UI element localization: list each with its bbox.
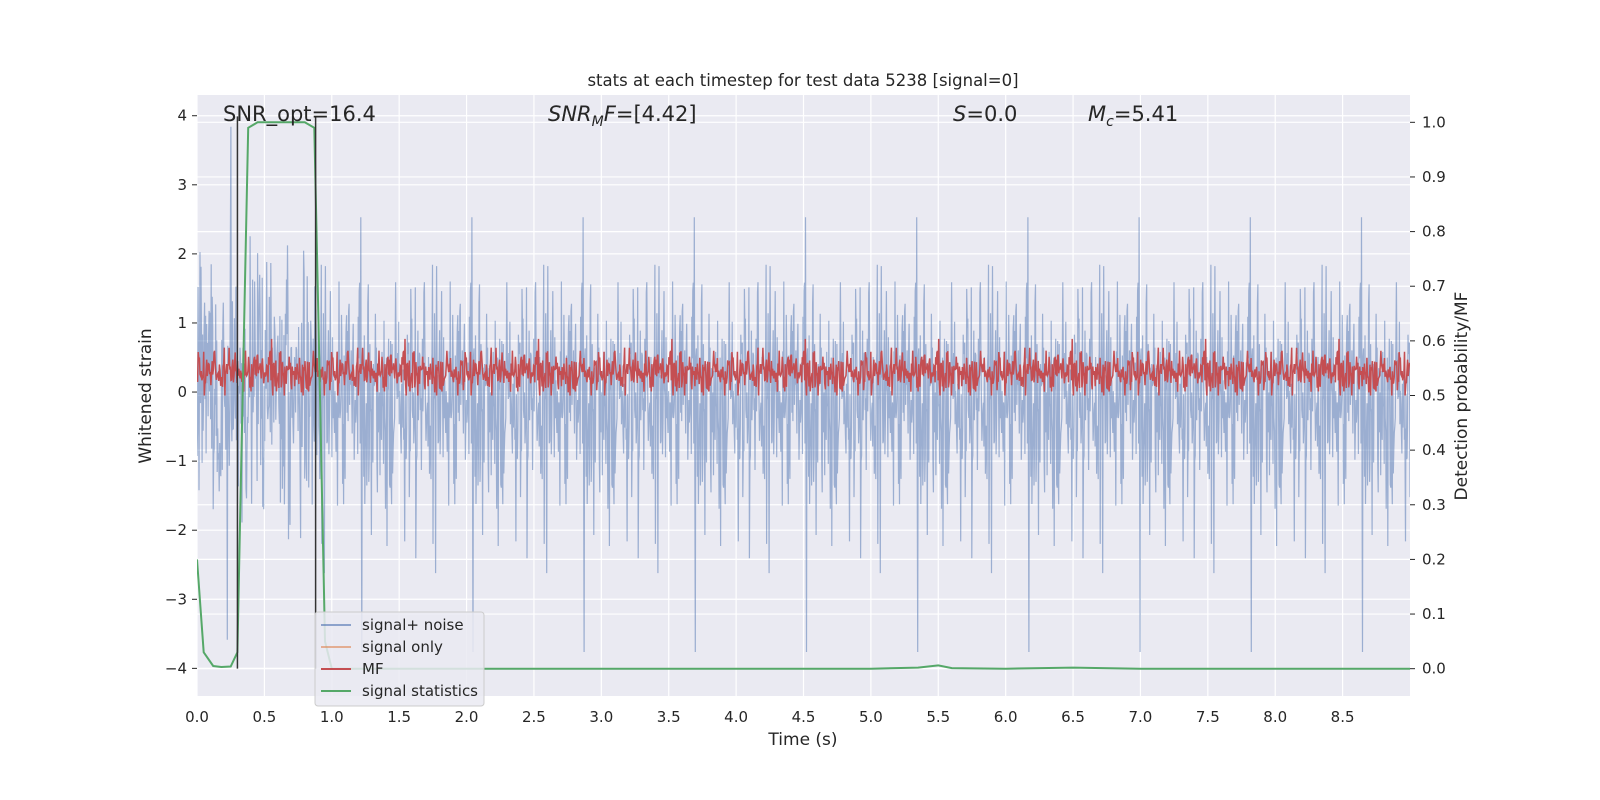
y-tick-label: −3: [165, 590, 187, 608]
annotation-s-value: 0.0: [984, 102, 1017, 126]
y2-tick-label: 0.0: [1422, 660, 1446, 678]
y2-axis-title: Detection probability/MF: [1452, 292, 1472, 501]
x-tick-label: 5.0: [859, 708, 883, 726]
y2-tick-label: 0.3: [1422, 496, 1446, 514]
y2-tick-label: 0.4: [1422, 441, 1446, 459]
y2-tick-label: 0.2: [1422, 550, 1446, 568]
y-tick-label: −1: [165, 452, 187, 470]
legend: signal+ noise signal only MF signal stat…: [314, 611, 485, 707]
annotation-snr-mf: SNRMF=[4.42]: [548, 102, 697, 130]
y-tick-label: 3: [177, 176, 187, 194]
y2-tick-label: 0.6: [1422, 332, 1446, 350]
legend-label-signal-statistics: signal statistics: [362, 682, 478, 700]
axes: 0.0 0.5 1.0 1.5 2.0 2.5 3.0 3.5 4.0 4.5 5.0 5.5 6.0 6…: [165, 107, 1446, 726]
y2-tick-label: 1.0: [1422, 113, 1446, 131]
y-tick-label: 4: [177, 107, 187, 125]
x-tick-label: 4.5: [792, 708, 816, 726]
y-tick-label: 0: [177, 383, 187, 401]
y-axis-title: Whitened strain: [136, 328, 156, 463]
y-tick-label: −4: [165, 659, 187, 677]
y2-tick-label: 0.5: [1422, 387, 1446, 405]
annotation-snr-mf-value: [4.42]: [633, 102, 696, 126]
annotation-snr-opt: SNR_opt=16.4: [223, 102, 376, 127]
y-tick-label: 1: [177, 314, 187, 332]
x-tick-label: 3.0: [589, 708, 613, 726]
annotation-mc-value: 5.41: [1131, 102, 1178, 126]
x-tick-label: 4.0: [724, 708, 748, 726]
legend-label-signal-only: signal only: [362, 638, 443, 656]
y2-tick-label: 0.9: [1422, 168, 1446, 186]
y-tick-label: −2: [165, 521, 187, 539]
legend-label-signal-noise: signal+ noise: [362, 616, 464, 634]
x-tick-label: 6.5: [1061, 708, 1085, 726]
series-mf: [197, 338, 1410, 396]
y2-tick-label: 0.7: [1422, 277, 1446, 295]
x-tick-label: 5.5: [926, 708, 950, 726]
grid: [196, 95, 1410, 696]
x-tick-label: 1.0: [320, 708, 344, 726]
chart-title: stats at each timestep for test data 523…: [587, 71, 1018, 90]
y2-tick-label: 0.1: [1422, 605, 1446, 623]
y-tick-label: 2: [177, 245, 187, 263]
x-tick-label: 0.0: [185, 708, 209, 726]
x-tick-label: 1.5: [387, 708, 411, 726]
y2-tick-label: 0.8: [1422, 223, 1446, 241]
x-tick-label: 8.0: [1263, 708, 1287, 726]
x-tick-label: 3.5: [657, 708, 681, 726]
x-tick-label: 0.5: [252, 708, 276, 726]
x-tick-label: 7.5: [1196, 708, 1220, 726]
vertical-markers: [236, 116, 317, 669]
mf-line: [197, 338, 1410, 396]
annotation-s: S=0.0: [953, 102, 1017, 126]
x-tick-label: 2.5: [522, 708, 546, 726]
legend-box: [314, 611, 485, 707]
annotation-mc: Mc=5.41: [1088, 102, 1178, 130]
x-tick-label: 7.0: [1129, 708, 1153, 726]
x-axis-title: Time (s): [767, 730, 837, 750]
legend-label-mf: MF: [362, 660, 384, 678]
x-tick-label: 6.0: [994, 708, 1018, 726]
x-tick-label: 2.0: [455, 708, 479, 726]
x-tick-label: 8.5: [1331, 708, 1355, 726]
